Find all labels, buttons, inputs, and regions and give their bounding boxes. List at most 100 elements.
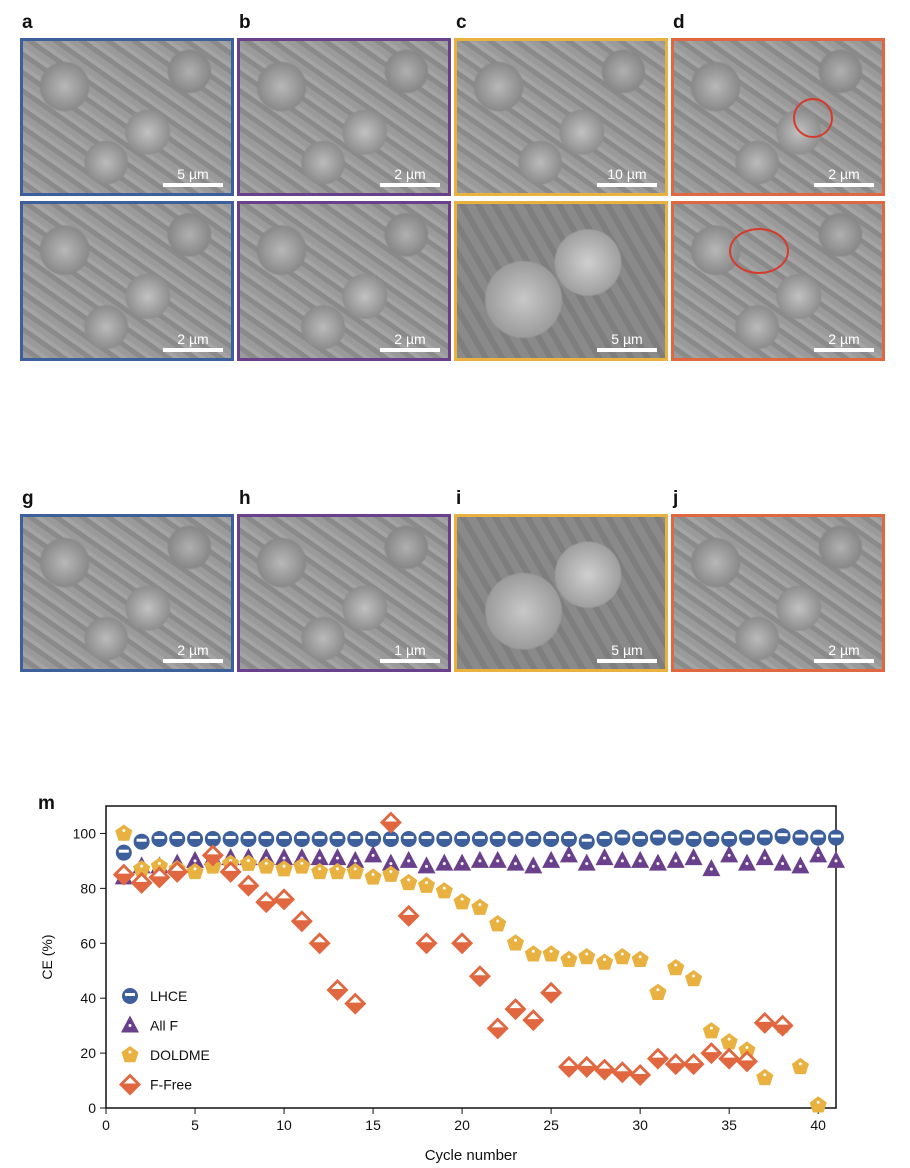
- point-doldme-highlight: [531, 949, 535, 953]
- y-tick-label: 80: [80, 880, 96, 896]
- panel-label-d: d: [673, 12, 685, 33]
- scale-bar-label: 2 µm: [177, 642, 209, 658]
- point-doldme: [150, 857, 168, 874]
- sem-image-i: 5 µm: [454, 514, 668, 672]
- point-all-f-highlight: [424, 864, 428, 868]
- panel-label-b: b: [239, 12, 251, 33]
- scale-bar-line: [814, 659, 874, 663]
- point-doldme: [667, 958, 685, 976]
- scale-bar: 5 µm: [597, 331, 657, 352]
- point-lhce-highlight: [759, 834, 770, 838]
- panel-label-j: j: [673, 488, 679, 509]
- scale-bar: 2 µm: [163, 642, 223, 663]
- scale-bar: 2 µm: [814, 331, 874, 352]
- point-f-free-highlight: [651, 1051, 664, 1058]
- point-doldme: [275, 860, 293, 877]
- sem-image-a-top: 5 µm: [20, 38, 234, 196]
- point-all-f-highlight: [834, 859, 838, 863]
- scale-bar: 2 µm: [814, 166, 874, 187]
- point-f-free-highlight: [349, 996, 362, 1003]
- scale-bar-line: [380, 659, 440, 663]
- legend-marker-doldme-highlight: [128, 1050, 132, 1054]
- point-lhce-highlight: [492, 835, 503, 839]
- point-all-f-highlight: [514, 862, 518, 866]
- sem-image-b-top: 2 µm: [237, 38, 451, 196]
- point-f-free-highlight: [402, 908, 415, 915]
- point-f-free-highlight: [580, 1059, 593, 1066]
- point-f-free: [237, 874, 260, 897]
- point-lhce-highlight: [831, 834, 841, 838]
- point-lhce-highlight: [154, 835, 165, 839]
- point-doldme: [738, 1041, 756, 1058]
- point-doldme: [239, 854, 257, 871]
- point-lhce-highlight: [332, 835, 343, 839]
- point-f-free-highlight: [740, 1054, 753, 1061]
- legend-label: F-Free: [150, 1077, 192, 1093]
- point-f-free: [593, 1058, 616, 1081]
- point-doldme-highlight: [371, 872, 375, 876]
- sem-image-b-bottom: 2 µm: [237, 201, 451, 361]
- x-tick-label: 25: [543, 1117, 559, 1133]
- sem-image-c-top: 10 µm: [454, 38, 668, 196]
- point-doldme: [435, 882, 453, 899]
- point-doldme-highlight: [638, 955, 642, 959]
- point-f-free: [166, 860, 189, 883]
- point-doldme-highlight: [549, 949, 553, 953]
- point-lhce-highlight: [546, 835, 557, 839]
- panel-label-m: m: [38, 793, 55, 814]
- point-lhce-highlight: [670, 834, 681, 838]
- point-all-f-highlight: [656, 862, 660, 866]
- point-f-free: [629, 1064, 652, 1087]
- point-lhce-highlight: [350, 835, 361, 839]
- point-doldme: [613, 948, 631, 965]
- point-lhce-highlight: [136, 838, 147, 842]
- sem-image-g: 2 µm: [20, 514, 234, 672]
- point-lhce-highlight: [296, 835, 307, 839]
- point-doldme-highlight: [567, 955, 571, 959]
- point-lhce-highlight: [118, 849, 129, 853]
- point-f-free-highlight: [473, 969, 486, 976]
- y-tick-label: 40: [80, 990, 96, 1006]
- point-f-free-highlight: [491, 1021, 504, 1028]
- point-f-free-highlight: [687, 1057, 700, 1064]
- point-doldme: [328, 862, 347, 880]
- point-all-f-highlight: [585, 862, 589, 866]
- point-f-free-highlight: [224, 864, 237, 871]
- x-tick-label: 40: [810, 1117, 826, 1133]
- point-f-free-highlight: [384, 815, 397, 822]
- point-all-f-highlight: [549, 859, 553, 863]
- sem-image-d-bottom: 2 µm: [671, 201, 885, 361]
- point-all-f-highlight: [692, 856, 696, 860]
- point-doldme-highlight: [442, 886, 446, 890]
- x-tick-label: 30: [632, 1117, 648, 1133]
- point-all-f-highlight: [442, 862, 446, 866]
- scale-bar-line: [814, 183, 874, 187]
- point-lhce-highlight: [421, 835, 432, 839]
- point-f-free-highlight: [527, 1013, 540, 1020]
- point-lhce-highlight: [225, 835, 236, 839]
- panel-label-a: a: [22, 12, 33, 33]
- point-lhce-highlight: [474, 835, 485, 839]
- point-doldme-highlight: [300, 861, 304, 865]
- scale-bar-line: [380, 348, 440, 352]
- point-doldme: [364, 868, 382, 885]
- point-lhce-highlight: [385, 835, 396, 839]
- y-tick-label: 20: [80, 1045, 96, 1061]
- highlight-circle: [729, 228, 789, 274]
- point-doldme: [578, 948, 596, 965]
- point-doldme-highlight: [727, 1037, 731, 1041]
- point-all-f-highlight: [603, 856, 607, 860]
- point-all-f-highlight: [389, 862, 393, 866]
- x-tick-label: 10: [276, 1117, 292, 1133]
- legend-label: LHCE: [150, 988, 187, 1004]
- point-lhce-highlight: [617, 834, 628, 838]
- point-doldme-highlight: [353, 867, 357, 871]
- point-doldme-highlight: [763, 1073, 767, 1077]
- point-all-f-highlight: [496, 859, 500, 863]
- scale-bar-line: [163, 659, 223, 663]
- point-f-free-highlight: [669, 1057, 682, 1064]
- point-lhce-highlight: [510, 835, 521, 839]
- scale-bar-label: 2 µm: [828, 642, 860, 658]
